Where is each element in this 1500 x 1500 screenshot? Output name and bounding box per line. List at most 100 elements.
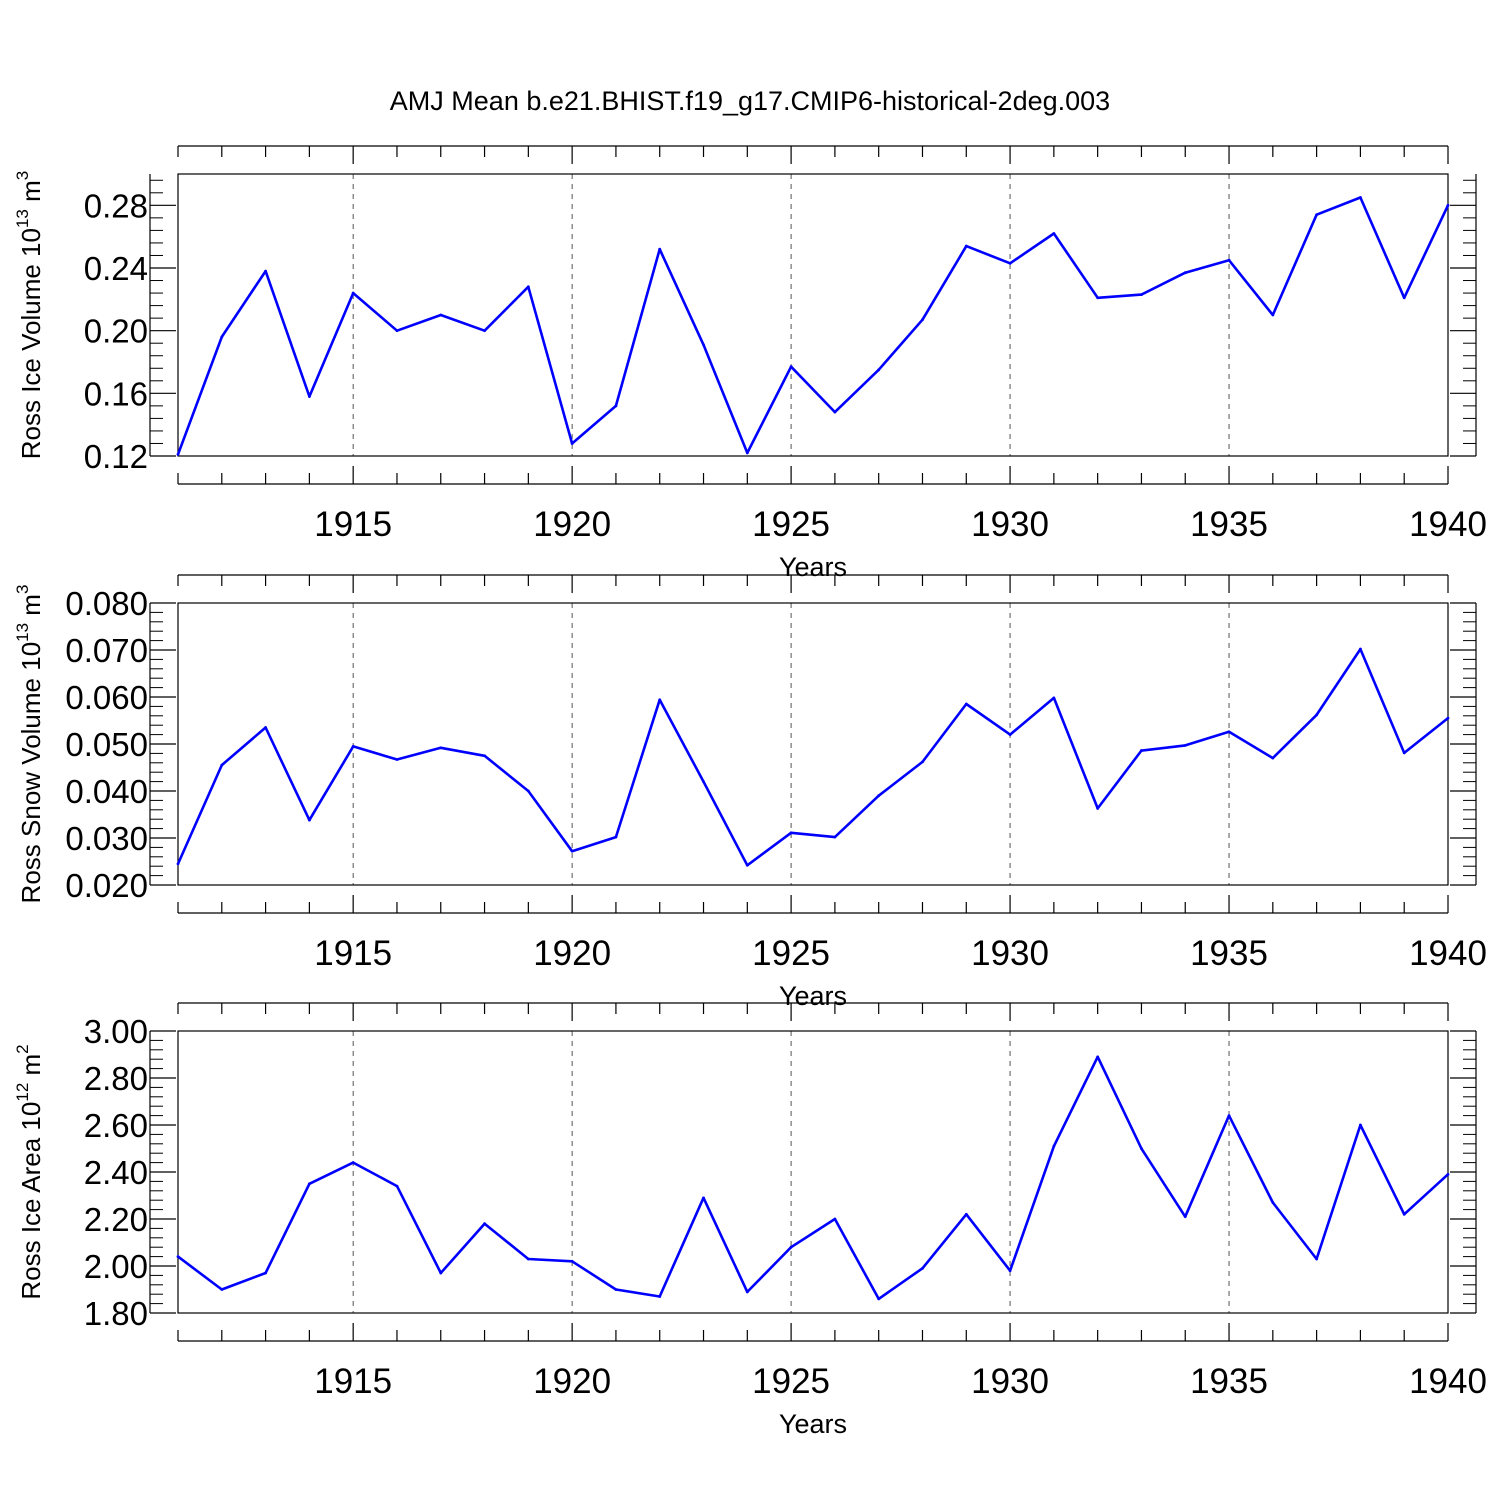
data-point	[1227, 730, 1231, 734]
data-point	[1096, 296, 1100, 300]
data-point	[921, 318, 924, 322]
data-point	[1271, 756, 1275, 760]
y-tick-label: 2.80	[84, 1060, 148, 1097]
data-point	[1315, 1257, 1319, 1261]
data-point	[351, 744, 355, 748]
data-point	[1227, 258, 1231, 262]
data-point	[307, 1182, 311, 1186]
data-point	[1359, 196, 1362, 199]
y-tick-label: 0.16	[84, 375, 148, 412]
series-line	[176, 196, 1450, 455]
data-point	[964, 1212, 968, 1216]
data-point	[964, 702, 968, 706]
data-point	[483, 754, 486, 758]
y-tick-label: 1.80	[84, 1295, 148, 1332]
data-point	[1271, 313, 1275, 317]
x-tick-label: 1915	[314, 934, 392, 973]
data-point	[264, 1271, 267, 1275]
data-point	[833, 835, 837, 839]
data-point	[439, 313, 443, 317]
x-tick-label: 1920	[533, 1362, 611, 1401]
x-tick-label: 1935	[1190, 1362, 1268, 1401]
data-point	[745, 863, 749, 867]
data-point	[877, 1297, 881, 1301]
y-tick-label: 0.050	[65, 726, 148, 763]
plot-frame	[177, 1030, 1449, 1314]
data-point	[1140, 749, 1143, 752]
data-point	[176, 453, 180, 456]
data-point	[833, 1217, 837, 1221]
data-point	[702, 1196, 705, 1200]
y-tick-label: 0.24	[84, 250, 148, 287]
data-point	[1359, 1123, 1362, 1127]
x-tick-label: 1935	[1190, 505, 1268, 544]
x-tick-label: 1925	[752, 934, 830, 973]
data-point	[395, 758, 399, 761]
y-tick-label: 3.00	[84, 1013, 148, 1050]
data-point	[1315, 213, 1319, 217]
data-point	[1446, 1172, 1450, 1176]
x-tick-label: 1930	[971, 1362, 1049, 1401]
x-axis-label: Years	[779, 1409, 847, 1439]
x-tick-label: 1925	[752, 505, 830, 544]
x-axis-label: Years	[779, 981, 847, 1011]
y-axis-label: Ross Ice Area 1012 m2	[13, 1044, 46, 1299]
y-tick-label: 0.12	[84, 438, 148, 475]
data-point	[702, 780, 705, 783]
data-point	[176, 1255, 180, 1258]
data-point	[264, 726, 267, 729]
data-point	[614, 404, 618, 408]
data-point	[745, 1290, 749, 1294]
data-point	[1271, 1201, 1275, 1204]
data-point	[395, 1184, 399, 1188]
chart-panel-3: 1915 1920 1925 1930 1935 1940 1.80 2.00 2.20 2.40…	[13, 1002, 1487, 1439]
data-point	[658, 1295, 662, 1298]
x-tick-label: 1915	[314, 1362, 392, 1401]
data-point	[745, 451, 749, 455]
data-point	[220, 335, 224, 339]
data-point	[833, 410, 837, 414]
data-point	[1052, 232, 1056, 235]
y-tick-label: 0.28	[84, 187, 148, 224]
data-point	[439, 746, 443, 750]
data-point	[921, 760, 924, 764]
data-point	[702, 343, 705, 347]
data-point	[526, 1257, 530, 1261]
data-point	[307, 395, 311, 398]
data-point	[220, 763, 224, 767]
data-point	[1402, 296, 1406, 300]
data-point	[1359, 647, 1362, 651]
data-point	[1008, 1269, 1012, 1273]
data-point	[526, 285, 530, 289]
data-point	[1096, 806, 1100, 810]
y-tick-label: 0.070	[65, 632, 148, 669]
y-tick-label: 0.080	[65, 585, 148, 622]
data-point	[1183, 271, 1187, 275]
data-point	[570, 1259, 574, 1263]
data-point	[1402, 751, 1406, 755]
data-point	[1402, 1212, 1406, 1216]
x-tick-label: 1940	[1409, 505, 1487, 544]
data-point	[439, 1271, 443, 1275]
data-point	[789, 1245, 793, 1249]
data-point	[614, 835, 618, 839]
data-point	[658, 698, 662, 702]
x-tick-label: 1925	[752, 1362, 830, 1401]
plot-frame	[177, 602, 1449, 886]
plot-frame	[177, 173, 1449, 457]
data-point	[877, 368, 881, 372]
y-tick-label: 0.020	[65, 867, 148, 904]
data-point	[220, 1288, 224, 1291]
data-point	[1183, 1215, 1187, 1219]
data-point	[1096, 1055, 1100, 1059]
data-point	[351, 291, 355, 295]
chart-title: AMJ Mean b.e21.BHIST.f19_g17.CMIP6-histo…	[390, 86, 1110, 116]
data-point	[351, 1161, 355, 1164]
data-point	[1183, 744, 1187, 747]
data-point	[658, 247, 662, 251]
y-tick-label: 2.40	[84, 1154, 148, 1191]
y-axis-label: Ross Ice Volume 1013 m3	[13, 171, 46, 460]
x-tick-label: 1930	[971, 934, 1049, 973]
y-tick-label: 0.20	[84, 313, 148, 350]
data-point	[483, 329, 486, 333]
